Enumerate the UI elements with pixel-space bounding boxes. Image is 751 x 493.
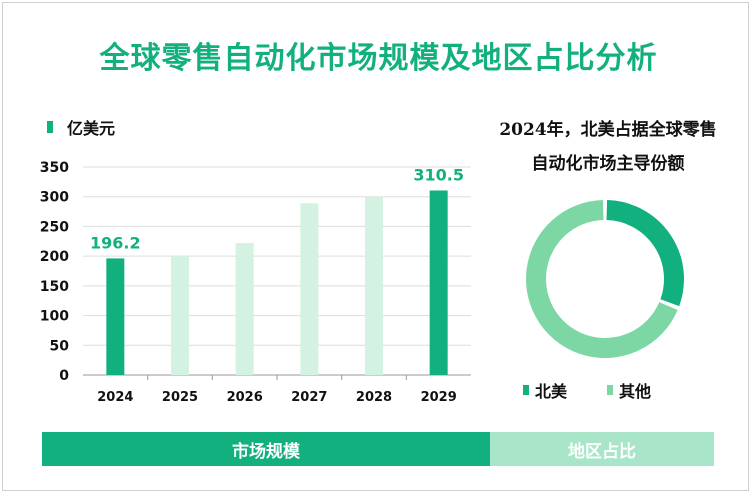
y-tick-label: 0 — [59, 368, 69, 384]
pie-title-line-2: 自动化市场主导份额 — [531, 154, 685, 174]
x-tick-label: 2026 — [227, 390, 263, 405]
pie-legend-item-north-america: 北美 — [523, 378, 567, 402]
tab-region-share[interactable]: 地区占比 — [490, 432, 714, 466]
donut-chart — [526, 200, 684, 358]
pie-legend-label-north-america: 北美 — [535, 382, 568, 401]
x-tick-label: 2029 — [421, 390, 457, 405]
page-title: 全球零售自动化市场规模及地区占比分析 — [99, 41, 658, 76]
bar-2025 — [171, 256, 189, 375]
y-tick-label: 350 — [40, 160, 69, 176]
bar-data-label-2029: 310.5 — [413, 165, 464, 184]
y-tick-label: 150 — [40, 279, 69, 295]
pie-title-line-1: 2024年，北美占据全球零售 — [499, 120, 717, 140]
y-tick-label: 300 — [40, 190, 69, 206]
pie-legend-swatch-other — [607, 385, 614, 395]
bar-legend-label: 亿美元 — [67, 119, 116, 138]
donut-slice-other — [526, 200, 678, 358]
pie-legend-swatch-north-america — [523, 385, 529, 395]
bar-legend: 亿美元 — [47, 115, 115, 139]
y-tick-label: 100 — [40, 309, 69, 325]
bar-2026 — [235, 243, 254, 375]
tab-market-size[interactable]: 市场规模 — [42, 432, 490, 466]
pie-title: 2024年，北美占据全球零售 自动化市场主导份额 — [473, 113, 743, 181]
bar-2027 — [300, 203, 319, 375]
x-tick-label: 2024 — [97, 390, 133, 405]
donut-slice-north-america — [606, 200, 684, 307]
pie-legend-item-other: 其他 — [607, 378, 651, 402]
bar-legend-swatch — [47, 121, 53, 133]
pie-legend: 北美 其他 — [523, 378, 651, 402]
bar-chart: 0 50 100 150 200 250 300 350 2024 196.2 2025 2026 20… — [40, 160, 471, 405]
tab-bar: 市场规模 地区占比 — [42, 432, 714, 466]
y-tick-label: 250 — [40, 219, 69, 235]
y-tick-label: 200 — [40, 249, 69, 265]
pie-legend-label-other: 其他 — [619, 382, 652, 401]
bar-2028 — [365, 196, 383, 375]
bar-2029 — [429, 190, 448, 375]
bar-data-label-2024: 196.2 — [90, 233, 141, 252]
x-tick-label: 2025 — [162, 390, 198, 405]
bar-2024 — [106, 258, 125, 375]
x-tick-label: 2027 — [291, 390, 327, 405]
x-tick-label: 2028 — [356, 390, 392, 405]
y-tick-label: 50 — [50, 338, 70, 354]
